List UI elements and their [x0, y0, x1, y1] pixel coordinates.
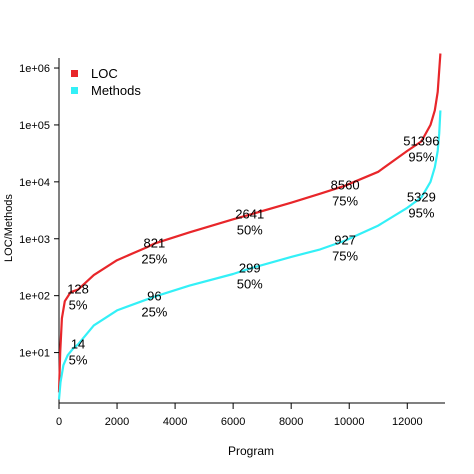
x-tick-label: 4000: [163, 416, 187, 428]
axes: 1e+01 1e+02 1e+03 1e+04 1e+05 1e+06 0 2000 4000 6…: [19, 58, 445, 428]
x-tick-label: 2000: [105, 416, 129, 428]
annotation-percentile: 5%: [69, 352, 88, 367]
x-tick-label: 0: [56, 416, 62, 428]
annotation-value: 14: [71, 336, 85, 351]
y-tick-label: 1e+04: [19, 177, 50, 189]
y-tick-label: 1e+05: [19, 120, 50, 132]
annotation-value: 8560: [331, 178, 360, 193]
annotation-value: 51396: [403, 133, 439, 148]
y-tick-label: 1e+02: [19, 291, 50, 303]
annotation-value: 128: [67, 282, 89, 297]
legend-label-methods: Methods: [91, 83, 141, 98]
y-axis-label: LOC/Methods: [3, 194, 15, 262]
y-tick-label: 1e+03: [19, 234, 50, 246]
annotation-value: 927: [334, 233, 356, 248]
x-tick-label: 10000: [334, 416, 365, 428]
annotation-percentile: 50%: [237, 277, 263, 292]
annotation-layer: 1285%82125%264150%856075%5139695%145%962…: [67, 133, 439, 367]
annotation-percentile: 50%: [237, 223, 263, 238]
x-tick-label: 12000: [392, 416, 423, 428]
annotation-value: 5329: [407, 189, 436, 204]
legend-swatch-methods: [71, 87, 78, 94]
x-tick-label: 6000: [221, 416, 245, 428]
annotation-value: 96: [147, 289, 161, 304]
annotation-percentile: 5%: [69, 298, 88, 313]
annotation-percentile: 25%: [141, 252, 167, 267]
legend: LOC Methods: [71, 66, 141, 98]
annotation-percentile: 75%: [332, 194, 358, 209]
annotation-value: 821: [144, 236, 166, 251]
annotation-percentile: 95%: [408, 149, 434, 164]
y-tick-label: 1e+01: [19, 348, 50, 360]
annotation-percentile: 95%: [408, 205, 434, 220]
legend-swatch-loc: [71, 70, 78, 77]
annotation-percentile: 25%: [141, 305, 167, 320]
annotation-value: 299: [239, 261, 261, 276]
annotation-value: 2641: [235, 207, 264, 222]
series-line-loc: [57, 53, 442, 393]
series-line-methods: [57, 110, 442, 400]
x-axis-label: Program: [228, 444, 274, 458]
legend-label-loc: LOC: [91, 66, 118, 81]
x-tick-label: 8000: [279, 416, 303, 428]
series-layer: [57, 53, 442, 400]
annotation-percentile: 75%: [332, 249, 358, 264]
y-tick-label: 1e+06: [19, 63, 50, 75]
